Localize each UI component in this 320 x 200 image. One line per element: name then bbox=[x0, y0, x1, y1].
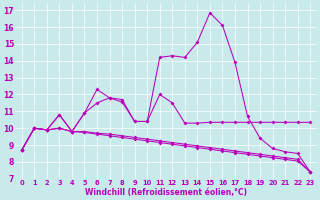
X-axis label: Windchill (Refroidissement éolien,°C): Windchill (Refroidissement éolien,°C) bbox=[85, 188, 247, 197]
